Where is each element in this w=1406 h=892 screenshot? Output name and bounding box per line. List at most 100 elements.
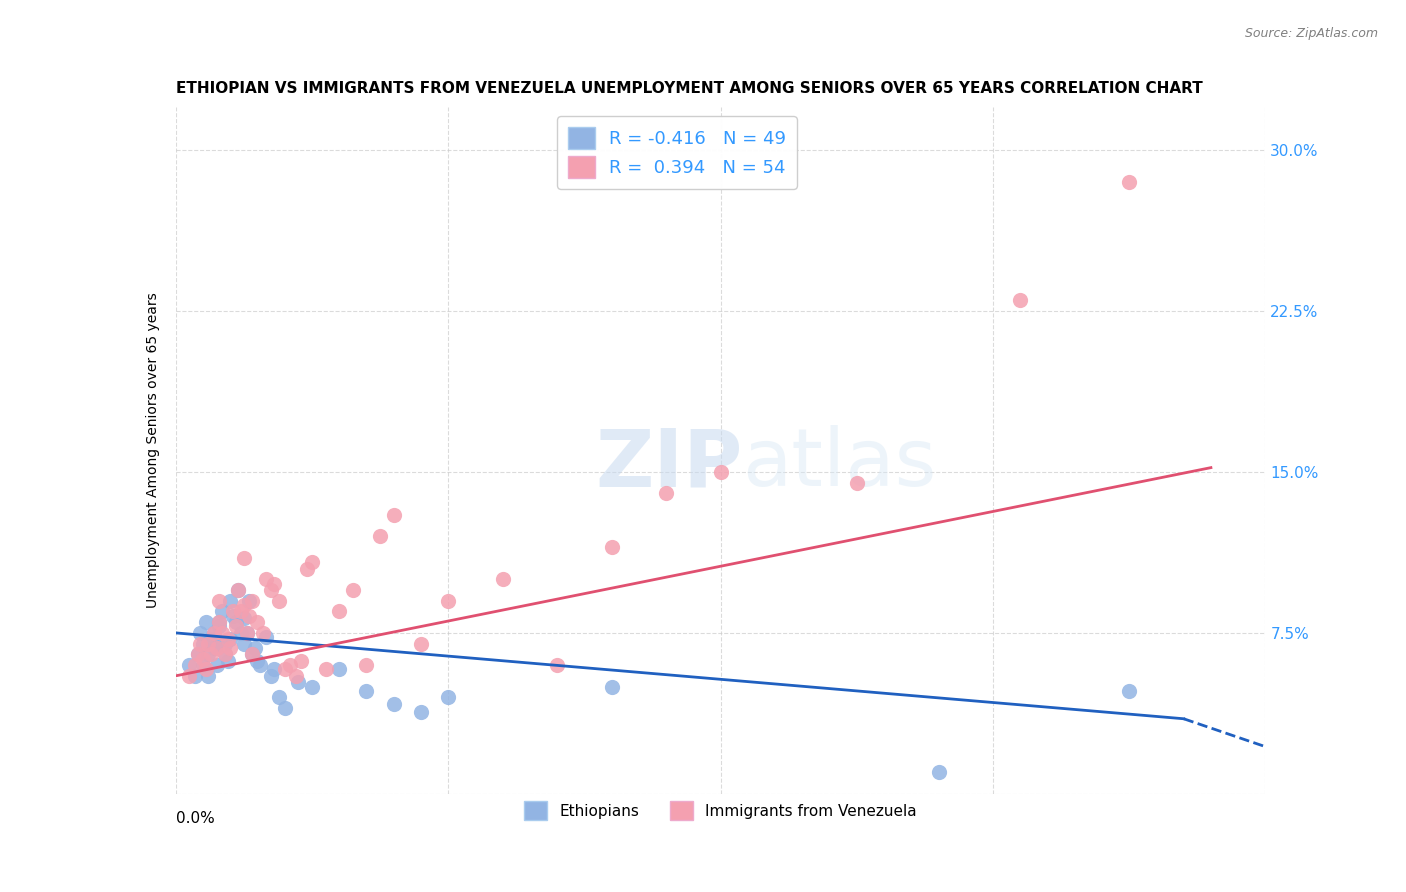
Point bbox=[249, 658, 271, 673]
Point bbox=[328, 662, 350, 676]
Point bbox=[845, 475, 868, 490]
Legend: Ethiopians, Immigrants from Venezuela: Ethiopians, Immigrants from Venezuela bbox=[517, 794, 924, 828]
Point bbox=[243, 640, 266, 655]
Point bbox=[186, 648, 209, 662]
Point bbox=[200, 648, 222, 662]
Point bbox=[546, 658, 568, 673]
Point bbox=[263, 576, 285, 591]
Point bbox=[217, 654, 239, 668]
Point bbox=[368, 529, 391, 543]
Point bbox=[205, 640, 228, 655]
Point bbox=[231, 626, 253, 640]
Point bbox=[217, 632, 239, 647]
Point bbox=[214, 648, 236, 662]
Point bbox=[240, 648, 263, 662]
Point bbox=[208, 615, 231, 630]
Point bbox=[197, 637, 219, 651]
Text: ETHIOPIAN VS IMMIGRANTS FROM VENEZUELA UNEMPLOYMENT AMONG SENIORS OVER 65 YEARS : ETHIOPIAN VS IMMIGRANTS FROM VENEZUELA U… bbox=[176, 81, 1202, 96]
Point bbox=[254, 630, 277, 644]
Point bbox=[232, 637, 254, 651]
Point bbox=[211, 626, 233, 640]
Point bbox=[202, 626, 225, 640]
Point bbox=[202, 626, 225, 640]
Point bbox=[208, 593, 231, 607]
Text: atlas: atlas bbox=[742, 425, 936, 503]
Point bbox=[1118, 175, 1140, 189]
Point bbox=[179, 669, 201, 683]
Text: Source: ZipAtlas.com: Source: ZipAtlas.com bbox=[1244, 27, 1378, 40]
Point bbox=[219, 632, 242, 647]
Point bbox=[238, 608, 260, 623]
Point bbox=[600, 680, 623, 694]
Point bbox=[225, 615, 247, 630]
Point bbox=[492, 572, 515, 586]
Point bbox=[179, 658, 201, 673]
Y-axis label: Unemployment Among Seniors over 65 years: Unemployment Among Seniors over 65 years bbox=[146, 293, 160, 608]
Point bbox=[328, 604, 350, 618]
Point bbox=[188, 637, 211, 651]
Point bbox=[184, 658, 207, 673]
Point bbox=[600, 540, 623, 554]
Point bbox=[710, 465, 733, 479]
Point bbox=[274, 701, 297, 715]
Point bbox=[409, 706, 432, 720]
Point bbox=[269, 690, 291, 705]
Point bbox=[382, 697, 405, 711]
Point bbox=[205, 637, 228, 651]
Point bbox=[290, 654, 312, 668]
Point bbox=[235, 626, 257, 640]
Point bbox=[301, 680, 323, 694]
Point bbox=[191, 651, 214, 665]
Point bbox=[269, 593, 291, 607]
Point bbox=[655, 486, 678, 500]
Point bbox=[240, 648, 263, 662]
Text: 0.0%: 0.0% bbox=[176, 811, 215, 826]
Point bbox=[232, 598, 254, 612]
Point bbox=[232, 550, 254, 565]
Point bbox=[260, 582, 283, 597]
Point bbox=[254, 572, 277, 586]
Point bbox=[263, 662, 285, 676]
Point bbox=[260, 669, 283, 683]
Point bbox=[235, 626, 257, 640]
Point bbox=[246, 615, 269, 630]
Point bbox=[232, 611, 254, 625]
Point bbox=[238, 593, 260, 607]
Point bbox=[409, 637, 432, 651]
Point bbox=[186, 648, 209, 662]
Point bbox=[197, 648, 219, 662]
Point bbox=[219, 640, 242, 655]
Point bbox=[252, 626, 274, 640]
Point bbox=[225, 619, 247, 633]
Point bbox=[184, 669, 207, 683]
Point bbox=[274, 662, 297, 676]
Point bbox=[194, 662, 217, 676]
Point bbox=[219, 593, 242, 607]
Point bbox=[228, 582, 250, 597]
Point bbox=[240, 593, 263, 607]
Point bbox=[205, 658, 228, 673]
Point bbox=[382, 508, 405, 522]
Point bbox=[437, 690, 460, 705]
Point bbox=[356, 658, 378, 673]
Point bbox=[1118, 683, 1140, 698]
Text: ZIP: ZIP bbox=[595, 425, 742, 503]
Point bbox=[208, 619, 231, 633]
Point bbox=[208, 615, 231, 630]
Point bbox=[222, 604, 245, 618]
Point bbox=[295, 561, 318, 575]
Point bbox=[246, 654, 269, 668]
Point bbox=[928, 765, 950, 780]
Point bbox=[194, 615, 217, 630]
Point bbox=[278, 658, 301, 673]
Point bbox=[200, 632, 222, 647]
Point bbox=[197, 669, 219, 683]
Point bbox=[211, 604, 233, 618]
Point bbox=[202, 640, 225, 655]
Point bbox=[191, 637, 214, 651]
Point bbox=[1010, 293, 1032, 308]
Point bbox=[437, 593, 460, 607]
Point bbox=[214, 648, 236, 662]
Point bbox=[342, 582, 364, 597]
Point bbox=[214, 637, 236, 651]
